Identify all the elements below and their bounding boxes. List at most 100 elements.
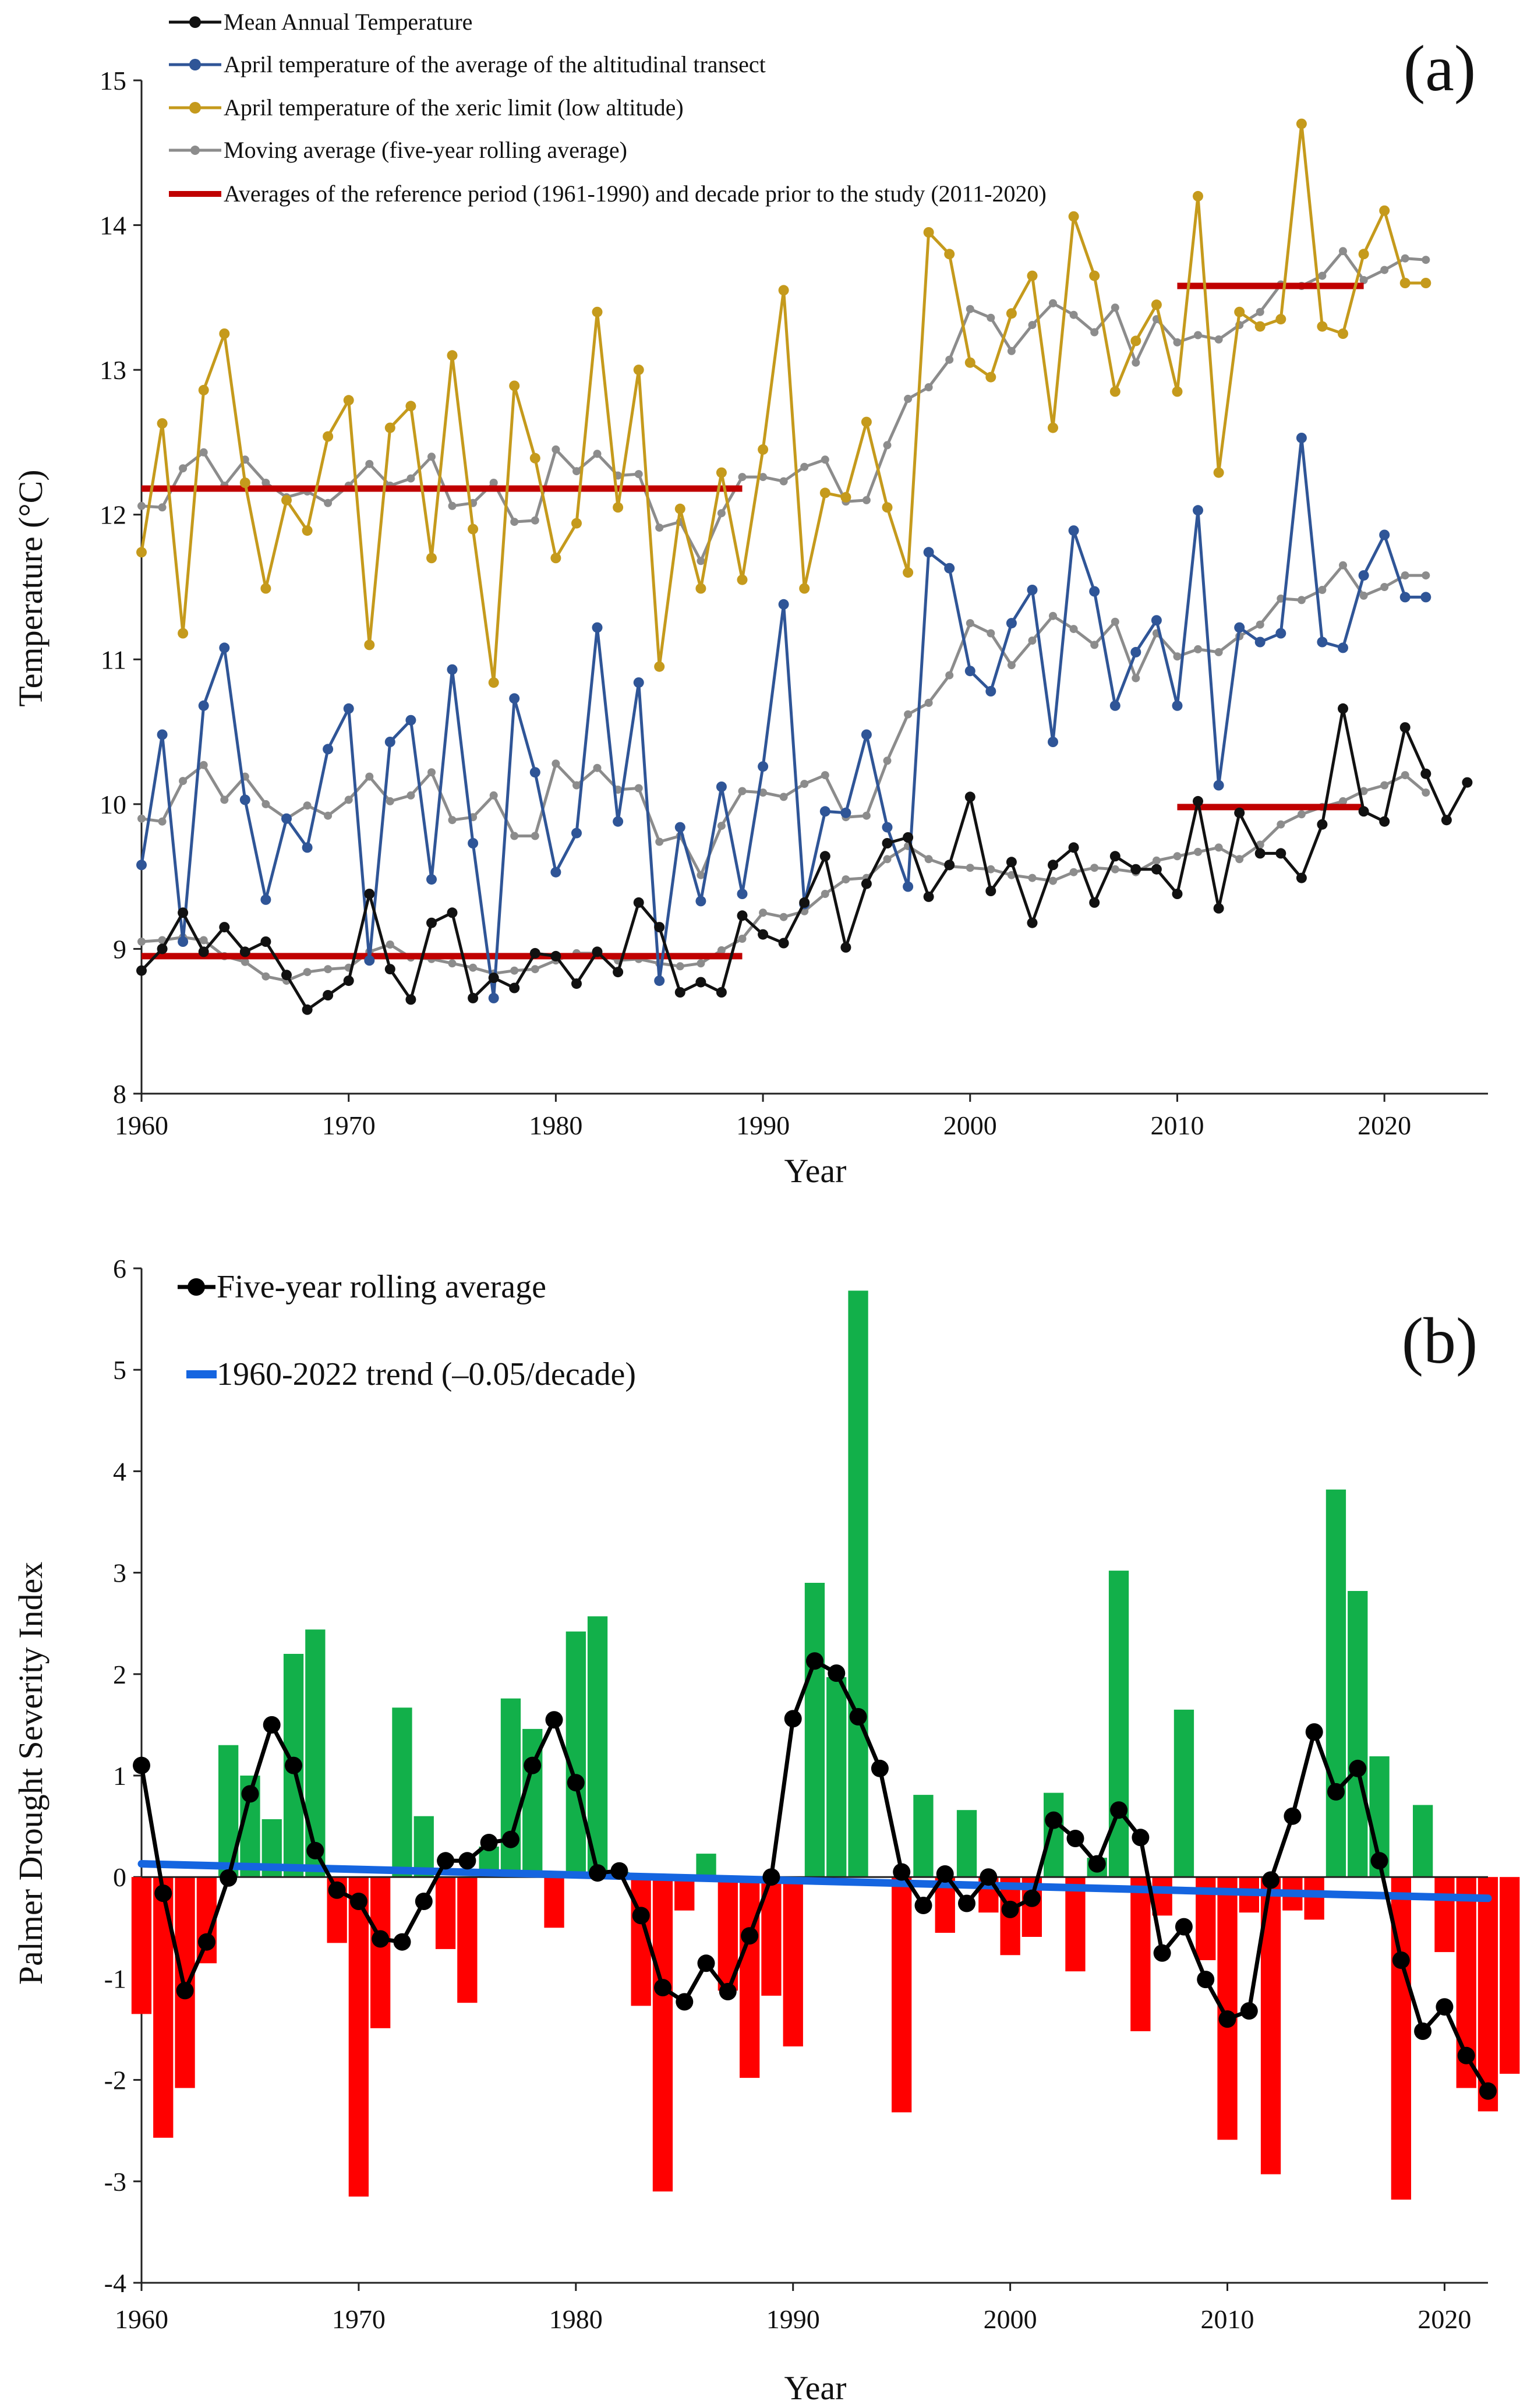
moving-average-point [1194,331,1202,340]
transect-temperature-point [281,813,292,824]
mean-temperature-point [529,947,540,959]
transect-temperature-point [1379,529,1390,540]
moving-average-point [738,935,747,943]
mean-temperature-point [758,929,769,940]
panel-b-y-tick-label: 2 [113,1660,126,1689]
legend-label-reference-averages: Averages of the reference period (1961-1… [224,181,1047,207]
pdsi-bar [1413,1805,1433,1877]
moving-average-point [883,756,892,765]
legend-item-trend: 1960-2022 trend (–0.05/decade) [186,1356,636,1392]
mean-temperature-point [923,891,934,902]
xeric-temperature-point [1172,386,1183,397]
pdsi-rolling-average-point [1197,1971,1215,1989]
xeric-temperature-point [1379,205,1390,216]
pdsi-rolling-average-point [306,1841,324,1859]
mean-temperature-point [1089,897,1100,908]
mean-temperature-point [447,907,458,918]
transect-temperature-point [716,782,727,792]
legend-item-rolling-average: Five-year rolling average [178,1269,546,1305]
pdsi-bar [1130,1877,1151,2031]
moving-average-point [1380,266,1389,274]
moving-average-point [407,474,415,483]
legend-marker-xeric [189,102,201,114]
moving-average-point [241,957,249,966]
xeric-temperature-point [819,487,830,498]
transect-temperature-point [323,744,334,755]
panel-b-y-axis-title: Palmer Drought Severity Index [12,1562,50,1985]
moving-average-point [1422,788,1430,797]
xeric-temperature-point [799,583,810,594]
pdsi-bar [1477,1877,1498,2112]
moving-average-point [655,837,664,846]
moving-average-point [303,968,312,977]
pdsi-bar [370,1877,391,2028]
moving-average-point [593,450,602,458]
transect-temperature-point [529,767,540,778]
moving-average-point [199,448,208,457]
pdsi-bar [848,1290,868,1877]
transect-temperature-point [737,889,748,899]
mean-temperature-point [323,990,334,1000]
moving-average-point [386,797,394,805]
moving-average-point [261,972,270,981]
panel-b-pdsi-chart: -4 -3 -2 -1 0 1 2 3 4 5 6 1960 1970 1980 1990 2000 2010 2… [12,1254,1520,2407]
pdsi-bar [457,1877,478,2003]
moving-average-point [924,698,933,707]
legend-label-mean-annual: Mean Annual Temperature [224,9,472,35]
pdsi-bar [804,1583,825,1877]
pdsi-rolling-average-point [676,1993,694,2011]
pdsi-rolling-average-point [741,1927,759,1945]
pdsi-bar [892,1877,912,2113]
moving-average-point [738,473,747,482]
pdsi-bar [1325,1489,1346,1877]
moving-average-point [1194,645,1202,653]
moving-average-point [137,938,146,946]
pdsi-bar [740,1877,760,2078]
panel-a-y-tick-label: 10 [100,790,126,819]
moving-average-point [966,619,974,628]
pdsi-rolling-average-point [762,1868,780,1886]
mean-temperature-point [157,943,168,954]
moving-average-point [1007,871,1016,879]
xeric-temperature-point [1130,335,1141,346]
moving-average-point [779,793,788,801]
moving-average-point [158,817,167,826]
transect-temperature-point [1048,737,1058,747]
moving-average-point [800,462,809,471]
transect-temperature-point [1234,622,1245,633]
moving-average-point [1339,797,1347,805]
mean-temperature-point [737,910,748,921]
transect-temperature-point [985,686,996,696]
moving-average-point [1028,874,1037,882]
mean-temperature-point [592,946,603,957]
moving-average-point [1111,303,1119,312]
mean-temperature-point [944,860,955,871]
transect-temperature-point [198,700,209,711]
xeric-temperature-point [1151,299,1162,310]
moving-average-point [1049,299,1057,307]
transect-temperature-point [1317,637,1328,648]
pdsi-rolling-average-point [849,1708,867,1725]
pdsi-rolling-average-point [480,1834,498,1851]
moving-average-point [1297,596,1306,604]
moving-average-point [1173,852,1182,861]
moving-average-point [489,791,498,800]
moving-average-point [1132,358,1140,367]
mean-temperature-point [613,967,624,978]
moving-average-point [303,801,312,810]
moving-average-point [1401,254,1409,263]
panel-a-x-tick-label: 2010 [1150,1111,1204,1140]
moving-average-point [1359,787,1368,795]
moving-average-point [800,780,809,788]
pdsi-bar [1434,1877,1455,1953]
mean-temperature-point [778,938,789,949]
pdsi-rolling-average-point [654,1979,671,1997]
xeric-temperature-point [1006,308,1017,319]
legend-label-transect: April temperature of the average of the … [224,51,766,77]
pdsi-bar [674,1877,695,1911]
legend-marker-moving-average [190,146,200,155]
moving-average-point [552,445,560,454]
moving-average-point [717,822,726,830]
legend-item-transect: April temperature of the average of the … [169,51,766,77]
panel-b-x-axis-title: Year [784,2369,847,2407]
